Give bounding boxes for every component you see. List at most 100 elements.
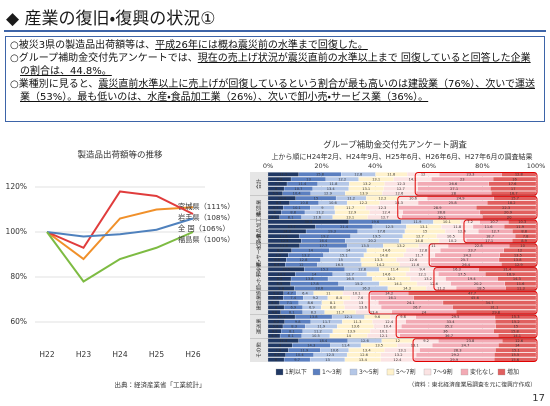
value-label: 15.6 (511, 358, 520, 362)
value-label: 10.2 (278, 272, 286, 276)
value-label: 10.1 (293, 206, 301, 210)
value-label: 12 (421, 173, 426, 177)
value-label: 9.2 (423, 339, 429, 343)
highlight-box (414, 172, 538, 196)
value-label: 20.2 (368, 239, 376, 243)
value-label: 28.9 (434, 206, 443, 210)
value-label: 5.7 (273, 206, 279, 210)
value-label: 14.2 (283, 230, 291, 234)
value-label: 13.4 (327, 187, 336, 191)
value-label: 20.9 (504, 211, 513, 215)
value-label: 10.4 (384, 325, 393, 329)
value-label: 13.5 (361, 244, 369, 248)
value-label: 12.6 (515, 339, 524, 343)
x-tick-label: 60% (422, 162, 436, 170)
value-label: 12.4 (385, 320, 394, 324)
value-label: 11.3 (517, 287, 525, 291)
value-label: 18.6 (315, 287, 324, 291)
bar-segment (499, 252, 537, 258)
value-label: 23.3 (466, 173, 474, 177)
value-label: 29.8 (492, 310, 501, 314)
value-label: 17.6 (508, 182, 517, 186)
value-label: 16.7 (510, 192, 518, 196)
value-label: 8.1 (276, 201, 282, 205)
value-label: 13.8 (310, 315, 319, 319)
value-label: 7.6 (358, 296, 364, 300)
summary-text: ○被災3県の製造品出荷額等は、 (10, 40, 156, 51)
value-label: 8.1 (289, 329, 295, 333)
value-label: 16.3 (453, 268, 461, 272)
value-label: 7.8 (523, 234, 529, 238)
bar-segment (490, 186, 537, 191)
legend-swatch (386, 368, 395, 376)
value-label: 15.2 (355, 282, 363, 286)
value-label: 27.1 (450, 187, 458, 191)
value-label: 13.1 (362, 187, 370, 191)
value-label: 9.8 (295, 320, 301, 324)
value-label: 11.7 (336, 310, 344, 314)
bar-segment (504, 224, 537, 229)
value-label: 7.1 (286, 301, 292, 305)
bar-segment (512, 229, 537, 234)
summary-text: ○業種別に見ると、 (10, 79, 99, 90)
value-label: 24.2 (463, 253, 471, 257)
value-label: 13.4 (370, 310, 379, 314)
value-label: 17.8 (311, 282, 320, 286)
y-tick-label: 80% (10, 272, 27, 281)
value-label: 15 (423, 230, 428, 234)
value-label: 5.9 (273, 291, 279, 295)
value-label: 12.3 (378, 206, 386, 210)
value-label: 19.2 (321, 234, 329, 238)
value-label: 16.1 (388, 296, 396, 300)
value-label: 12.8 (515, 173, 524, 177)
value-label: 8.1 (288, 215, 294, 219)
value-label: 14.3 (395, 201, 403, 205)
value-label: 11.6 (280, 234, 289, 238)
highlight-box (368, 290, 538, 315)
value-label: 9.4 (420, 268, 426, 272)
value-label: 12.8 (419, 249, 428, 253)
legend-label: 1〜3割 (322, 368, 342, 376)
summary-text: 震災直前水準以上に売上げが回復しているという割合が最も高いのは建設業（76%）、… (20, 79, 535, 103)
value-label: 19.6 (371, 220, 380, 224)
value-label: 36 (443, 329, 448, 333)
value-label: 6 (275, 306, 278, 310)
value-label: 18.5 (477, 287, 485, 291)
value-label: 22.3 (502, 206, 510, 210)
value-label: 24.7 (461, 344, 469, 348)
value-label: 13.1 (372, 177, 380, 181)
value-label: 12 (299, 263, 304, 267)
value-label: 8.8 (521, 230, 527, 234)
value-label: 11.2 (316, 211, 324, 215)
value-label: 12.8 (299, 258, 308, 262)
value-label: 12.7 (346, 272, 354, 276)
bar-segment (476, 205, 537, 210)
legend-swatch (460, 368, 469, 376)
legend-label: 岩手県（108%） (178, 213, 235, 222)
value-label: 13.4 (359, 358, 368, 362)
value-label: 12.5 (326, 353, 334, 357)
category-label: その他 (255, 342, 263, 358)
page-number: 17 (532, 393, 545, 404)
value-label: 26.7 (413, 306, 421, 310)
bar-segment (452, 305, 537, 310)
value-label: 10.1 (443, 220, 451, 224)
value-label: 15.2 (512, 320, 520, 324)
value-label: 11.2 (347, 196, 355, 200)
value-label: 14.3 (513, 277, 521, 281)
value-label: 5 (274, 211, 276, 215)
value-label: 15.5 (511, 353, 519, 357)
value-label: 8.8 (330, 306, 336, 310)
value-label: 29.9 (450, 358, 459, 362)
value-label: 12.2 (359, 201, 367, 205)
value-label: 10.4 (293, 192, 302, 196)
summary-box: ○被災3県の製造品出荷額等は、平成26年には概ね震災前の水準まで回復した。 ○グル… (5, 36, 545, 122)
value-label: 9.8 (278, 287, 284, 291)
value-label: 12.1 (380, 334, 388, 338)
legend-swatch (312, 368, 321, 376)
value-label: 12.9 (515, 263, 524, 267)
value-label: 31.1 (490, 306, 498, 310)
value-label: 17.6 (377, 230, 386, 234)
y-tick-label: 60% (10, 317, 27, 326)
value-label: 8.5 (277, 282, 283, 286)
